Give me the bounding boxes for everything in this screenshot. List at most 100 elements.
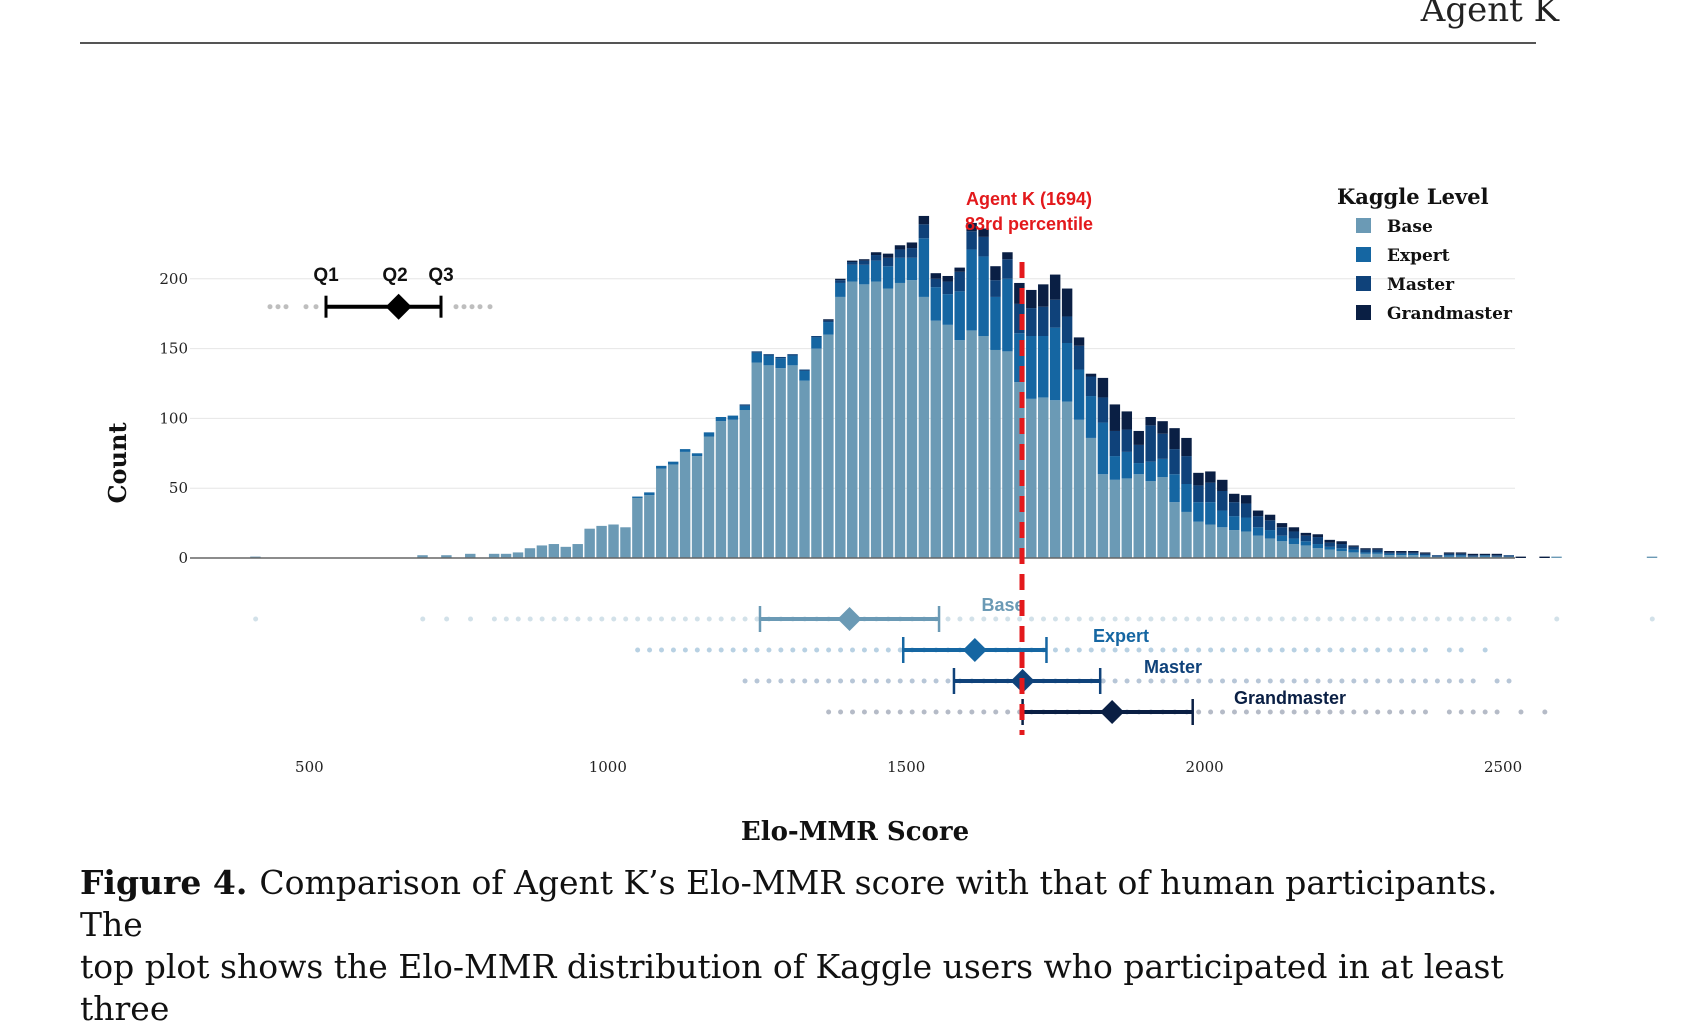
level-dot: [826, 647, 832, 653]
level-dot: [897, 709, 903, 715]
level-dot: [1100, 616, 1106, 622]
bar: [930, 287, 942, 321]
quartile-label-q1: Q1: [313, 265, 339, 286]
bar: [1384, 552, 1395, 554]
level-dot: [826, 709, 832, 715]
bar: [918, 224, 930, 239]
level-dot: [1243, 678, 1249, 684]
bar: [811, 336, 822, 338]
bar: [1348, 549, 1359, 553]
bar: [1229, 493, 1240, 503]
level-dot: [1434, 616, 1440, 622]
bar: [1396, 551, 1407, 553]
bar: [1049, 327, 1061, 401]
bar: [1014, 382, 1025, 558]
level-dot: [1148, 647, 1154, 653]
level-dot: [1339, 709, 1345, 715]
level-dot: [718, 647, 724, 653]
bar: [1348, 546, 1359, 550]
bar: [1217, 479, 1228, 491]
level-dot: [1136, 616, 1142, 622]
level-dot: [742, 616, 748, 622]
bar: [1109, 456, 1121, 480]
bar: [715, 421, 727, 558]
bar: [1420, 552, 1431, 554]
bar: [978, 336, 989, 558]
bar: [1205, 502, 1216, 525]
bar: [763, 365, 774, 558]
level-dot: [838, 647, 844, 653]
figure-label: Figure 4.: [80, 863, 248, 902]
bar: [1276, 541, 1288, 558]
bar: [1193, 485, 1204, 503]
bar: [1073, 419, 1085, 558]
level-dot: [850, 678, 855, 684]
bar: [703, 432, 715, 437]
bar: [1240, 503, 1252, 518]
bar: [763, 355, 774, 366]
bar: [966, 231, 977, 250]
bar: [1324, 539, 1335, 543]
bar: [1276, 527, 1288, 536]
bar: [1133, 430, 1144, 445]
bar: [906, 257, 918, 281]
level-dot: [778, 678, 784, 684]
bar: [488, 553, 500, 558]
level-dot: [1255, 616, 1261, 622]
bar: [1324, 549, 1335, 558]
level-dot: [706, 616, 712, 622]
bar: [1121, 451, 1133, 479]
bar: [1121, 478, 1133, 558]
bar: [1181, 437, 1192, 457]
bar: [1276, 523, 1288, 528]
level-dot: [909, 678, 915, 684]
level-dot: [1172, 678, 1178, 684]
level-dot: [1220, 616, 1226, 622]
bar: [727, 415, 739, 420]
level-dot: [1184, 616, 1190, 622]
level-dot: [1148, 678, 1154, 684]
level-dot: [1160, 616, 1166, 622]
bar: [703, 436, 715, 558]
level-dot: [1267, 616, 1273, 622]
caption-text-1: Comparison of Agent K’s Elo-MMR score wi…: [80, 863, 1498, 944]
level-dot: [647, 616, 653, 622]
level-dot: [1267, 647, 1273, 653]
level-dot: [1291, 678, 1297, 684]
level-dot: [682, 616, 688, 622]
level-dot: [515, 616, 521, 622]
level-dot: [1160, 678, 1166, 684]
bar: [739, 410, 751, 558]
bar: [560, 546, 571, 558]
bar: [1300, 541, 1312, 546]
level-dot: [1649, 616, 1655, 622]
level-dot: [826, 678, 832, 684]
bar: [1097, 377, 1109, 398]
bar: [1312, 544, 1324, 549]
bar: [858, 260, 870, 265]
level-dot: [1470, 709, 1476, 715]
level-dot: [993, 616, 999, 622]
level-dot: [850, 647, 855, 653]
level-dot: [1315, 678, 1321, 684]
level-dot: [1172, 616, 1178, 622]
bar: [548, 544, 560, 558]
bar: [978, 236, 989, 257]
level-dot: [1482, 709, 1488, 715]
y-tick-label: 50: [169, 479, 188, 497]
bar: [691, 453, 703, 457]
bar: [1646, 556, 1658, 558]
agent-k-label: Agent K (1694): [966, 189, 1092, 209]
bar: [1097, 474, 1109, 558]
level-dot: [1411, 709, 1417, 715]
level-dot: [802, 678, 808, 684]
bar: [1408, 551, 1419, 553]
bar: [1336, 541, 1347, 545]
bar: [596, 525, 607, 558]
level-dot: [1315, 616, 1321, 622]
level-dot: [790, 678, 796, 684]
bar: [1372, 548, 1383, 550]
bar: [524, 548, 536, 558]
bar: [1240, 531, 1252, 558]
level-dot: [897, 647, 903, 653]
